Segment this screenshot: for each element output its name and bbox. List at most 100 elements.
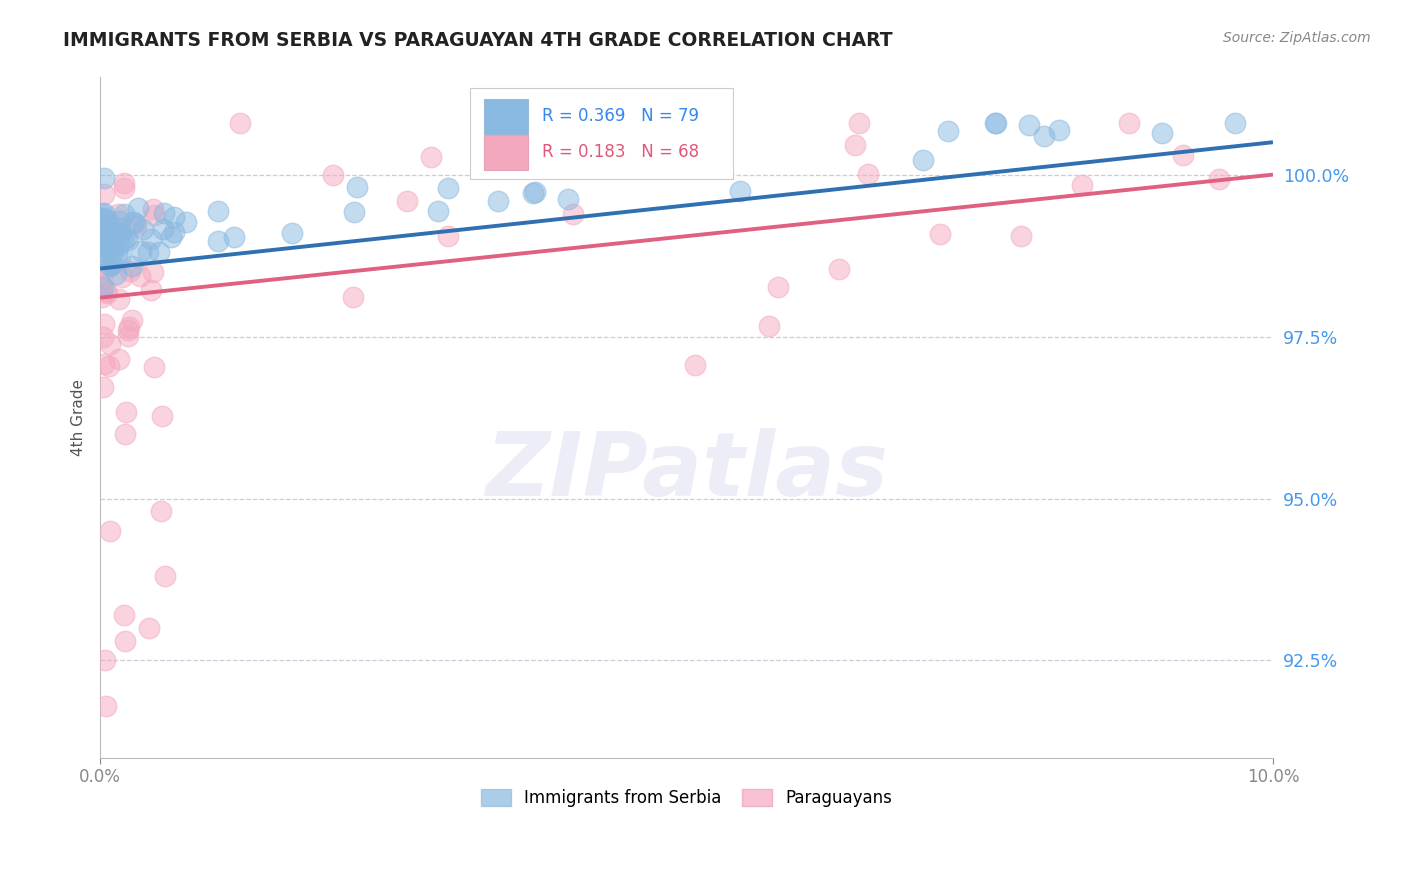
Point xyxy=(104,238,127,252)
Point xyxy=(673,116,696,130)
Point xyxy=(139,232,162,246)
Point xyxy=(91,290,114,304)
Point xyxy=(117,323,139,337)
Point xyxy=(108,214,131,228)
Point xyxy=(97,227,120,242)
Point xyxy=(163,225,186,239)
Point xyxy=(111,270,134,285)
Point xyxy=(93,653,115,667)
Point xyxy=(93,186,115,201)
Text: Source: ZipAtlas.com: Source: ZipAtlas.com xyxy=(1223,31,1371,45)
Point xyxy=(91,380,114,394)
Point xyxy=(142,202,165,217)
Point xyxy=(149,504,172,518)
Point xyxy=(98,219,121,234)
Point xyxy=(207,203,229,218)
Point xyxy=(1032,129,1054,144)
Point xyxy=(108,228,131,243)
Point xyxy=(93,206,115,220)
Point xyxy=(437,181,460,195)
Point xyxy=(124,216,146,230)
Point xyxy=(1223,116,1246,130)
Point xyxy=(117,329,139,343)
Point xyxy=(108,226,131,240)
Point xyxy=(117,233,139,247)
Point xyxy=(1152,126,1174,140)
Point xyxy=(1070,178,1092,192)
Point xyxy=(98,259,121,273)
Point xyxy=(142,208,165,222)
Point xyxy=(112,181,135,195)
Point xyxy=(163,210,186,224)
Point xyxy=(152,222,174,236)
Point xyxy=(98,336,121,351)
Point xyxy=(1173,147,1195,161)
Point xyxy=(322,168,344,182)
Point xyxy=(1018,118,1040,132)
Point xyxy=(758,319,780,334)
Point xyxy=(343,205,366,219)
FancyBboxPatch shape xyxy=(484,98,529,134)
Point xyxy=(522,186,544,200)
Point xyxy=(96,241,118,255)
Point xyxy=(98,359,121,373)
Point xyxy=(91,330,114,344)
Text: R = 0.183   N = 68: R = 0.183 N = 68 xyxy=(543,144,699,161)
Point xyxy=(112,233,135,247)
Point xyxy=(136,245,159,260)
Point xyxy=(93,170,115,185)
Point xyxy=(90,277,112,292)
Point xyxy=(120,264,142,278)
Point xyxy=(174,214,197,228)
Point xyxy=(90,214,112,228)
Point xyxy=(96,223,118,237)
Point xyxy=(94,262,117,277)
Text: ZIPatlas: ZIPatlas xyxy=(485,428,889,516)
Point xyxy=(90,239,112,253)
Point xyxy=(101,245,124,260)
Point xyxy=(114,207,136,221)
Point xyxy=(93,317,115,331)
Point xyxy=(138,621,160,635)
Point xyxy=(108,221,131,235)
Point xyxy=(108,249,131,263)
Point xyxy=(96,241,118,255)
Point xyxy=(131,222,153,236)
Point xyxy=(143,359,166,374)
Point xyxy=(127,201,149,215)
Point xyxy=(91,239,114,253)
Point xyxy=(160,230,183,244)
Point xyxy=(94,235,117,250)
Point xyxy=(93,249,115,263)
Point xyxy=(121,313,143,327)
Point xyxy=(115,231,138,245)
Point xyxy=(228,116,250,130)
Point xyxy=(437,229,460,244)
Point xyxy=(107,207,129,221)
Point xyxy=(141,284,163,298)
Point xyxy=(100,229,122,244)
Point xyxy=(129,268,152,283)
Point xyxy=(96,698,118,713)
Point xyxy=(97,239,120,253)
Point xyxy=(103,225,125,239)
Point xyxy=(131,244,153,258)
Point xyxy=(983,116,1005,130)
Point xyxy=(562,207,585,221)
Point xyxy=(827,262,849,277)
Point xyxy=(281,226,304,240)
FancyBboxPatch shape xyxy=(484,135,529,170)
Point xyxy=(911,153,934,167)
Point xyxy=(142,265,165,279)
Point xyxy=(93,227,115,241)
Point xyxy=(152,409,174,424)
Point xyxy=(96,286,118,301)
Point xyxy=(523,186,546,200)
Point xyxy=(118,319,141,334)
Point xyxy=(98,259,121,273)
Point xyxy=(96,284,118,298)
Point xyxy=(121,260,143,274)
Point xyxy=(1118,116,1140,130)
FancyBboxPatch shape xyxy=(470,87,734,179)
Point xyxy=(1208,172,1230,186)
